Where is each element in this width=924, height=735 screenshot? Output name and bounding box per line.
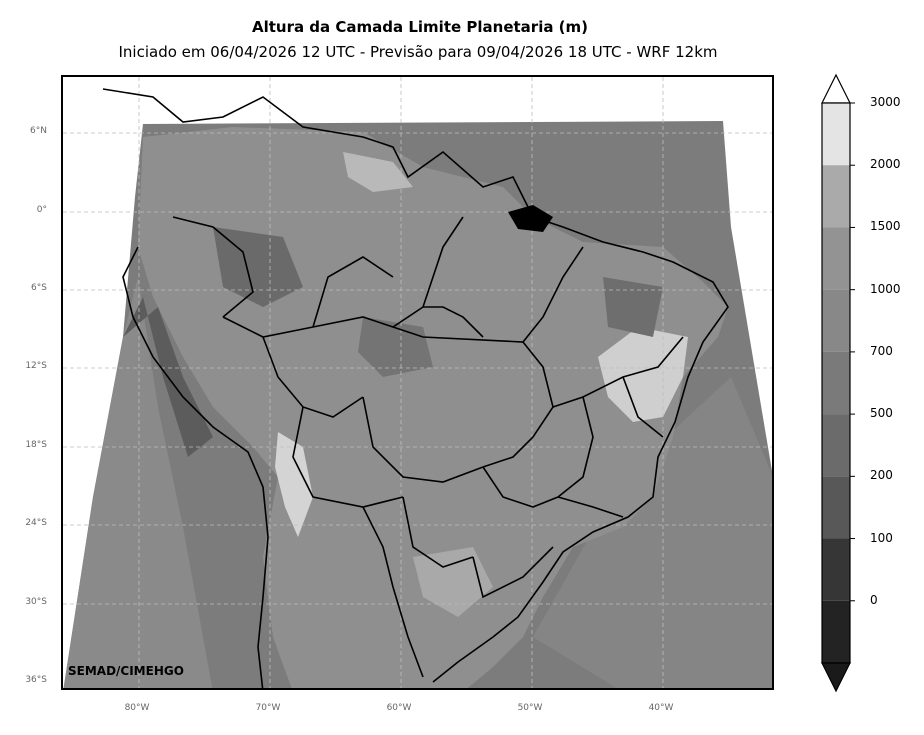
dark-patch-amazon <box>213 227 303 307</box>
lat-label-12s: 12°S <box>25 361 47 371</box>
colorbar-segment <box>822 414 850 477</box>
light-patch-north <box>343 152 413 192</box>
dark-patch-central <box>358 317 433 377</box>
colorbar-label: 700 <box>870 343 893 358</box>
light-patch-andes <box>275 432 313 537</box>
lat-label-24s: 24°S <box>25 518 47 528</box>
colorbar-label: 100 <box>870 530 893 545</box>
colorbar-extend-under <box>821 662 851 693</box>
colorbar-segment <box>822 351 850 415</box>
colorbar-label: 1000 <box>870 281 901 296</box>
colorbar-segment <box>822 165 850 228</box>
colorbar-segment <box>822 600 850 663</box>
light-patch-northeast <box>598 327 688 422</box>
credit-label: SEMAD/CIMEHGO <box>68 664 184 678</box>
lon-label-60w: 60°W <box>386 703 412 713</box>
ocean-east-shade <box>533 377 772 688</box>
colorbar-label: 500 <box>870 406 893 421</box>
lat-label-36s: 36°S <box>25 675 47 685</box>
colorbar-segment <box>822 476 850 539</box>
amazon-delta <box>508 205 553 232</box>
colorbar-extend-over <box>821 73 851 104</box>
lon-label-80w: 80°W <box>124 703 150 713</box>
light-patch-south <box>413 547 493 617</box>
colorbar-label: 2000 <box>870 157 901 172</box>
colorbar-segment <box>822 538 850 601</box>
map-panel <box>61 75 774 690</box>
colorbar-label: 0 <box>870 592 878 607</box>
colorbar-segment <box>822 227 850 290</box>
boundary-layer-height-map <box>63 77 772 688</box>
colorbar-label: 200 <box>870 468 893 483</box>
map-subtitle: Iniciado em 06/04/2026 12 UTC - Previsão… <box>118 43 718 61</box>
colorbar-segment <box>822 289 850 352</box>
lat-label-6n: 6°N <box>30 126 47 136</box>
lat-label-0: 0° <box>36 205 47 215</box>
country-borders <box>102 88 729 688</box>
dark-patch-east <box>603 277 663 337</box>
lat-label-6s: 6°S <box>31 283 47 293</box>
colorbar-segment <box>822 103 850 166</box>
graticule <box>63 77 772 688</box>
lat-label-18s: 18°S <box>25 440 47 450</box>
lon-label-70w: 70°W <box>255 703 281 713</box>
colorbar-label: 1500 <box>870 219 901 234</box>
lon-label-40w: 40°W <box>648 703 674 713</box>
lon-label-50w: 50°W <box>517 703 543 713</box>
ocean-west-shade <box>63 277 213 688</box>
map-title: Altura da Camada Limite Planetaria (m) <box>251 18 589 36</box>
lat-label-30s: 30°S <box>25 597 47 607</box>
colorbar-label: 3000 <box>870 95 901 109</box>
colorbar <box>821 73 855 693</box>
